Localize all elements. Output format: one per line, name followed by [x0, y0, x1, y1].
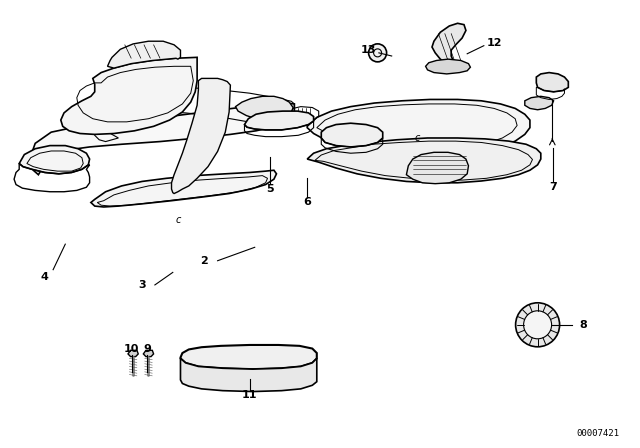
Text: 5: 5 [266, 184, 274, 194]
Polygon shape [128, 350, 138, 357]
Circle shape [524, 311, 552, 339]
Text: 8: 8 [580, 320, 588, 330]
Circle shape [534, 99, 544, 109]
Polygon shape [426, 59, 470, 74]
Polygon shape [143, 350, 154, 357]
Text: 10: 10 [124, 345, 140, 354]
Polygon shape [406, 152, 468, 184]
Text: 00007421: 00007421 [577, 429, 620, 438]
Polygon shape [91, 170, 276, 207]
Text: 4: 4 [41, 272, 49, 282]
Circle shape [369, 44, 387, 62]
Polygon shape [321, 123, 383, 147]
Polygon shape [31, 103, 294, 175]
Text: 12: 12 [486, 38, 502, 47]
Polygon shape [244, 111, 314, 130]
Text: c: c [175, 215, 180, 224]
Circle shape [258, 103, 269, 114]
Polygon shape [432, 23, 466, 65]
Text: 7: 7 [549, 182, 557, 192]
Text: 2: 2 [200, 256, 207, 266]
Polygon shape [307, 138, 541, 183]
Polygon shape [307, 99, 530, 158]
Text: c: c [415, 133, 420, 143]
Polygon shape [19, 146, 90, 174]
Text: 11: 11 [242, 390, 257, 400]
Text: 3: 3 [138, 280, 146, 290]
Text: 13: 13 [360, 45, 376, 55]
Polygon shape [108, 41, 180, 68]
Polygon shape [236, 96, 293, 120]
Polygon shape [536, 73, 568, 92]
Polygon shape [61, 57, 197, 134]
Text: 9: 9 [143, 345, 151, 354]
Polygon shape [180, 345, 317, 369]
Polygon shape [172, 78, 230, 194]
Text: 6: 6 [303, 198, 311, 207]
Polygon shape [525, 96, 554, 110]
Circle shape [516, 303, 559, 347]
Polygon shape [180, 358, 317, 392]
